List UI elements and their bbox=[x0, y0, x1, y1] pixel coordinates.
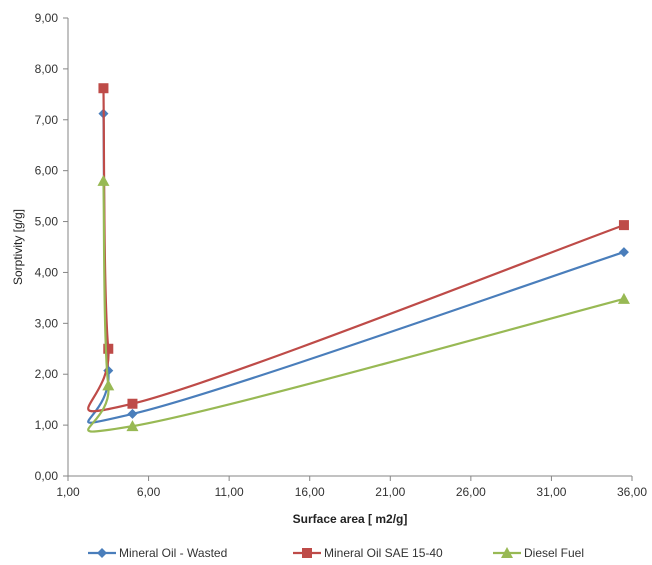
x-tick-label: 26,00 bbox=[456, 485, 486, 499]
series-2 bbox=[87, 83, 629, 413]
legend: Mineral Oil - Wasted Mineral Oil SAE 15-4… bbox=[88, 546, 584, 560]
x-tick-label: 11,00 bbox=[215, 485, 244, 499]
x-tick-label: 16,00 bbox=[295, 485, 325, 499]
y-tick-label: 4,00 bbox=[35, 265, 59, 279]
x-axis-title: Surface area [ m2/g] bbox=[293, 512, 408, 526]
data-point bbox=[617, 292, 630, 304]
x-tick-label: 31,00 bbox=[536, 485, 566, 499]
y-tick-label: 1,00 bbox=[35, 418, 59, 432]
series-line bbox=[87, 113, 625, 424]
y-tick-label: 9,00 bbox=[35, 11, 59, 25]
y-tick-label: 3,00 bbox=[35, 316, 59, 330]
y-tick-label: 2,00 bbox=[35, 367, 59, 381]
series-line bbox=[87, 88, 625, 413]
tick-labels: 0,00 1,00 2,00 3,00 4,00 5,00 6,00 7,00 8,00 9,00… bbox=[35, 11, 648, 499]
series-1 bbox=[87, 108, 629, 424]
y-tick-label: 7,00 bbox=[35, 113, 59, 127]
data-point bbox=[618, 247, 629, 258]
legend-label: Diesel Fuel bbox=[524, 546, 584, 560]
y-axis-title: Sorptivity [g/g] bbox=[11, 209, 25, 285]
legend-item: Mineral Oil SAE 15-40 bbox=[293, 546, 443, 560]
series-layer bbox=[87, 83, 630, 433]
axes bbox=[67, 18, 632, 477]
legend-label: Mineral Oil - Wasted bbox=[119, 546, 227, 560]
x-tick-label: 6,00 bbox=[137, 485, 161, 499]
data-point bbox=[127, 398, 138, 409]
data-point bbox=[618, 220, 629, 231]
legend-marker bbox=[97, 548, 107, 558]
data-point bbox=[102, 379, 115, 391]
data-point bbox=[103, 343, 114, 354]
y-tick-label: 8,00 bbox=[35, 62, 59, 76]
series-3 bbox=[87, 174, 630, 433]
x-tick-label: 21,00 bbox=[375, 485, 405, 499]
y-tick-label: 5,00 bbox=[35, 215, 59, 229]
data-point bbox=[126, 420, 139, 432]
legend-label: Mineral Oil SAE 15-40 bbox=[324, 546, 443, 560]
series-line bbox=[87, 180, 625, 433]
legend-item: Mineral Oil - Wasted bbox=[88, 546, 227, 560]
data-point bbox=[98, 83, 109, 94]
legend-marker bbox=[302, 548, 312, 558]
x-tick-label: 36,00 bbox=[617, 485, 647, 499]
legend-marker bbox=[501, 547, 513, 558]
data-point bbox=[97, 174, 110, 186]
legend-item: Diesel Fuel bbox=[493, 546, 584, 560]
y-tick-label: 0,00 bbox=[35, 469, 59, 483]
x-tick-label: 1,00 bbox=[56, 485, 80, 499]
y-tick-label: 6,00 bbox=[35, 164, 59, 178]
data-point bbox=[127, 408, 138, 419]
